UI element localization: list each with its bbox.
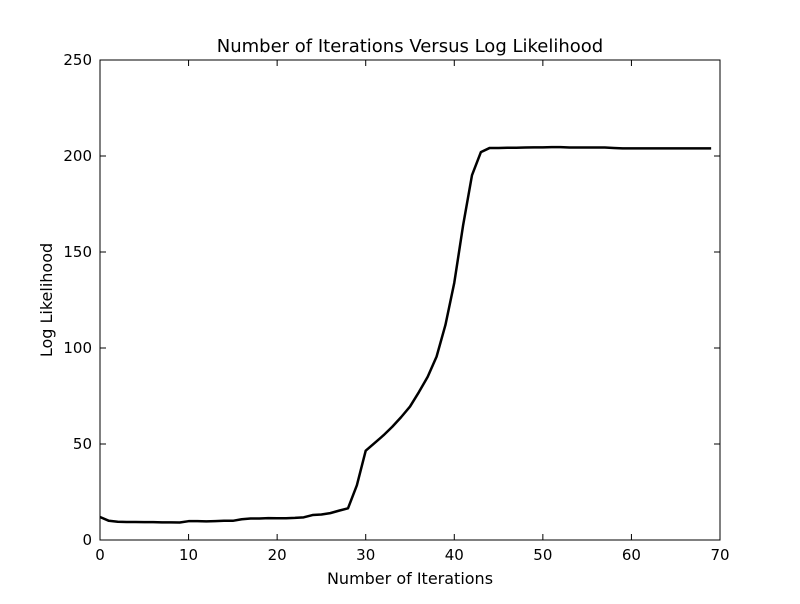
y-tick-label: 150: [63, 243, 92, 261]
x-tick-label: 60: [622, 546, 641, 564]
chart-title: Number of Iterations Versus Log Likeliho…: [217, 36, 603, 57]
plot-area: 0 10 20 30 40 50 60 70 0 50 100 150 200 250: [63, 51, 729, 564]
x-tick-label: 70: [710, 546, 729, 564]
x-tick-label: 40: [445, 546, 464, 564]
y-tick-label: 250: [63, 51, 92, 69]
x-axis-label: Number of Iterations: [327, 569, 493, 588]
series-line: [99, 145, 712, 524]
y-tick-label: 200: [63, 147, 92, 165]
x-tick-label: 10: [179, 546, 198, 564]
y-tick-label: 0: [82, 531, 92, 549]
x-tick-label: 0: [95, 546, 105, 564]
y-tick-label: 50: [73, 435, 92, 453]
x-tick-label: 50: [533, 546, 552, 564]
x-tick-label: 30: [356, 546, 375, 564]
y-axis-label: Log Likelihood: [37, 243, 56, 357]
x-tick-label: 20: [268, 546, 287, 564]
plot-frame: [99, 59, 721, 541]
y-tick-label: 100: [63, 339, 92, 357]
